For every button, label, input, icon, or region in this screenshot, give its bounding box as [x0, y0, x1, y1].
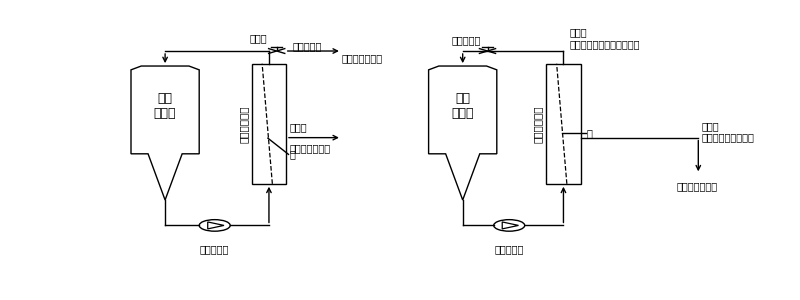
- Text: 送液ポンプ: 送液ポンプ: [200, 244, 230, 254]
- Text: 保持液
（膜を透過しなかった液）: 保持液 （膜を透過しなかった液）: [570, 27, 640, 49]
- Text: 圧力調整弁: 圧力調整弁: [452, 35, 482, 45]
- Text: 透過液タンクへ: 透過液タンクへ: [289, 143, 330, 153]
- Text: 保持液タンクへ: 保持液タンクへ: [342, 53, 383, 63]
- Text: 原液
タンク: 原液 タンク: [451, 92, 474, 119]
- Text: 保持液: 保持液: [250, 33, 267, 43]
- Text: 膜: 膜: [586, 128, 593, 138]
- Text: 透過液: 透過液: [289, 122, 306, 132]
- Text: 膜: 膜: [289, 149, 295, 159]
- Text: 膜モジュール: 膜モジュール: [533, 105, 542, 142]
- Bar: [546, 64, 581, 184]
- Text: 透過液
（膜を透過した液）: 透過液 （膜を透過した液）: [702, 121, 754, 143]
- Bar: [252, 64, 286, 184]
- Text: 膜モジュール: 膜モジュール: [238, 105, 248, 142]
- Text: 圧力調整弁: 圧力調整弁: [292, 41, 322, 51]
- Text: 原液
タンク: 原液 タンク: [154, 92, 176, 119]
- Text: 送液ポンプ: 送液ポンプ: [494, 244, 524, 254]
- Text: 透過液タンクへ: 透過液タンクへ: [677, 181, 718, 191]
